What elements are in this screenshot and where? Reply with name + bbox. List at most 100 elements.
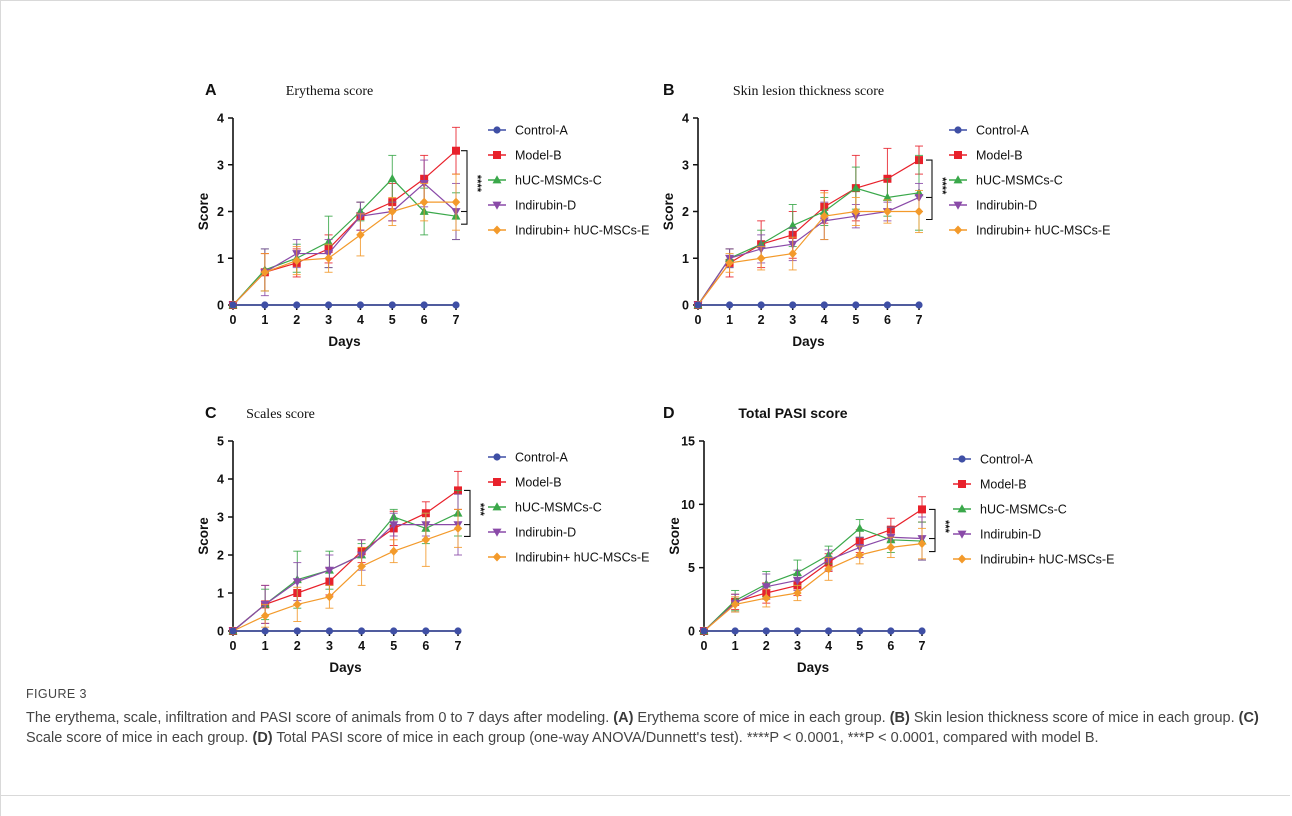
data-point xyxy=(824,627,833,635)
x-tick-label-b: 4 xyxy=(821,313,828,327)
data-point xyxy=(882,192,892,201)
x-tick-label-d: 2 xyxy=(763,639,770,653)
series-line xyxy=(232,150,457,306)
data-point xyxy=(788,220,798,229)
data-point xyxy=(886,542,896,552)
legend-marker xyxy=(493,478,501,486)
series-line xyxy=(232,182,457,306)
caption-intro: The erythema, scale, infiltration and PA… xyxy=(26,710,610,726)
y-tick-label-d: 0 xyxy=(688,625,695,639)
data-point xyxy=(730,599,740,609)
data-point xyxy=(694,301,702,309)
legend-entry-label: Indirubin-D xyxy=(515,199,576,213)
x-tick-label-a: 7 xyxy=(453,313,460,327)
y-tick-label-b: 4 xyxy=(682,112,689,126)
y-tick-label-d: 15 xyxy=(681,435,695,449)
legend-entry-label: hUC-MSMCs-C xyxy=(515,174,602,188)
data-point xyxy=(820,211,829,221)
data-point xyxy=(260,267,270,277)
y-tick-label-d: 10 xyxy=(681,498,695,512)
data-point xyxy=(293,599,302,609)
data-point xyxy=(852,301,860,309)
data-point xyxy=(229,627,237,635)
legend-marker xyxy=(957,530,967,539)
data-point xyxy=(856,627,864,635)
x-tick-label-a: 4 xyxy=(357,313,364,327)
data-point xyxy=(261,627,269,635)
x-tick-label-b: 5 xyxy=(852,313,859,327)
series-indirubin-d-c xyxy=(228,493,463,636)
data-point xyxy=(820,301,828,309)
series-model-b-d xyxy=(700,496,926,635)
chart-title-d: Total PASI score xyxy=(738,405,847,421)
data-point xyxy=(292,256,301,266)
chart-panel-b: B Skin lesion thickness score 0 1 2 3 4 0 1 2 3 4 5 6… xyxy=(661,82,1110,349)
data-point xyxy=(887,627,895,635)
series-line xyxy=(703,527,923,632)
legend-marker xyxy=(492,201,502,210)
legend-marker xyxy=(954,151,962,159)
data-point xyxy=(454,627,462,635)
significance-label-d: *** xyxy=(939,520,951,534)
significance-label-b: **** xyxy=(936,177,948,195)
x-tick-label-c: 4 xyxy=(358,639,365,653)
legend-entry-label: hUC-MSMCs-C xyxy=(976,174,1063,188)
legend-marker xyxy=(493,151,501,159)
data-point xyxy=(761,583,771,592)
series-line xyxy=(232,201,456,306)
legend-marker xyxy=(493,126,501,134)
x-axis-label-c: Days xyxy=(329,660,361,675)
series-model-b-b xyxy=(694,145,923,309)
x-tick-label-a: 5 xyxy=(389,313,396,327)
data-point xyxy=(390,627,398,635)
x-tick-label-c: 3 xyxy=(326,639,333,653)
panel-label-c: C xyxy=(205,405,217,422)
data-point xyxy=(851,183,861,192)
legend-entry-label: hUC-MSMCs-C xyxy=(980,503,1067,517)
y-tick-label-b: 3 xyxy=(682,158,689,172)
data-point xyxy=(793,588,802,598)
legend-entry-label: Control-A xyxy=(980,453,1033,467)
series-control-a-b xyxy=(694,301,923,309)
legend-c: Control-A Model-B hUC-MSMCs-C Indirubin-D In… xyxy=(488,451,649,565)
data-point xyxy=(324,566,334,575)
y-tick-label-b: 0 xyxy=(682,299,689,313)
x-tick-label-a: 2 xyxy=(293,313,300,327)
series-line xyxy=(697,187,920,306)
panel-label-a: A xyxy=(205,82,217,99)
legend-b: Control-A Model-B hUC-MSMCs-C Indirubin-D In… xyxy=(949,124,1110,238)
data-point xyxy=(917,539,927,549)
x-tick-label-a: 0 xyxy=(230,313,237,327)
data-point xyxy=(725,301,734,309)
x-tick-label-b: 3 xyxy=(789,313,796,327)
panel-label-d: D xyxy=(663,405,675,422)
y-tick-label-c: 3 xyxy=(217,511,224,525)
x-tick-label-c: 6 xyxy=(422,639,429,653)
data-point xyxy=(324,301,333,309)
data-point xyxy=(388,301,396,309)
legend-marker xyxy=(958,455,966,463)
chart-panel-a: A Erythema score 0 1 2 3 4 0 1 2 3 4 5 6 7 Days Score ***… xyxy=(196,82,649,349)
y-axis-label-a: Score xyxy=(196,192,211,230)
series-model-b-a xyxy=(229,126,460,309)
x-tick-label-d: 3 xyxy=(794,639,801,653)
legend-marker xyxy=(953,175,963,184)
legend-marker xyxy=(492,502,502,511)
data-point xyxy=(731,627,739,635)
legend-entry-label: Indirubin+ hUC-MSCs-E xyxy=(515,551,649,565)
data-point xyxy=(914,207,924,216)
x-tick-label-d: 6 xyxy=(887,639,894,653)
y-tick-label-c: 1 xyxy=(217,587,224,601)
data-point xyxy=(261,301,269,309)
legend-marker xyxy=(954,126,962,134)
legend-marker xyxy=(953,225,963,235)
data-point xyxy=(388,207,397,216)
caption-part-c-letter: (C) xyxy=(1238,710,1259,726)
data-point xyxy=(725,258,734,268)
data-point xyxy=(824,564,833,574)
x-tick-label-c: 7 xyxy=(455,639,462,653)
data-point xyxy=(788,249,797,259)
y-tick-label-a: 4 xyxy=(217,112,224,126)
legend-entry-label: Indirubin+ hUC-MSCs-E xyxy=(515,224,649,238)
